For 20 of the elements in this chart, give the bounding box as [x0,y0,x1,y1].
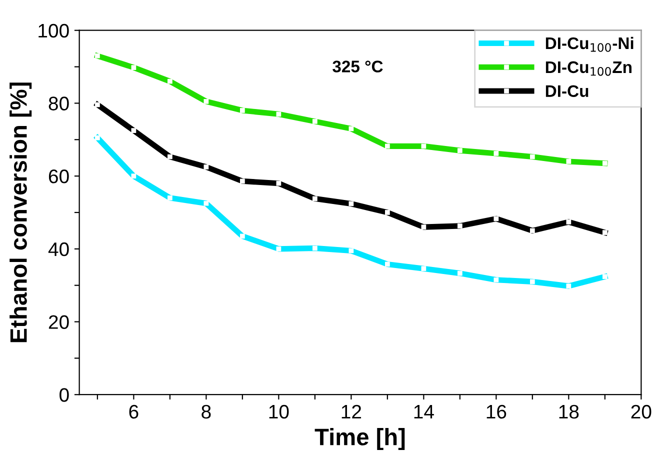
y-tick-label: 20 [48,315,69,329]
x-tick-label: 10 [269,404,289,419]
x-tick-label: 16 [486,404,506,419]
legend-label: DI-Cu [546,85,588,98]
y-tick-label: 100 [38,24,69,38]
x-tick-label: 8 [202,404,211,419]
legend-label: DI-Cu$_{100}$-Ni [546,36,634,52]
y-tick-label: 60 [48,170,69,184]
y-axis-title: Ethanol conversion [%] [10,82,32,342]
x-tick-label: 14 [414,405,434,418]
x-axis-title: Time [h] [314,428,405,450]
x-tick-label: 20 [631,404,652,419]
x-tick-label: 6 [129,404,138,419]
x-tick-label: 18 [559,404,579,419]
y-tick-label: 40 [48,242,69,256]
legend-label: DI-Cu$_{100}$Zn [546,61,632,76]
y-tick-label: 0 [60,388,69,402]
x-tick-label: 12 [342,404,362,418]
y-tick-label: 80 [48,96,69,110]
annotation: 325 °C [332,60,383,72]
